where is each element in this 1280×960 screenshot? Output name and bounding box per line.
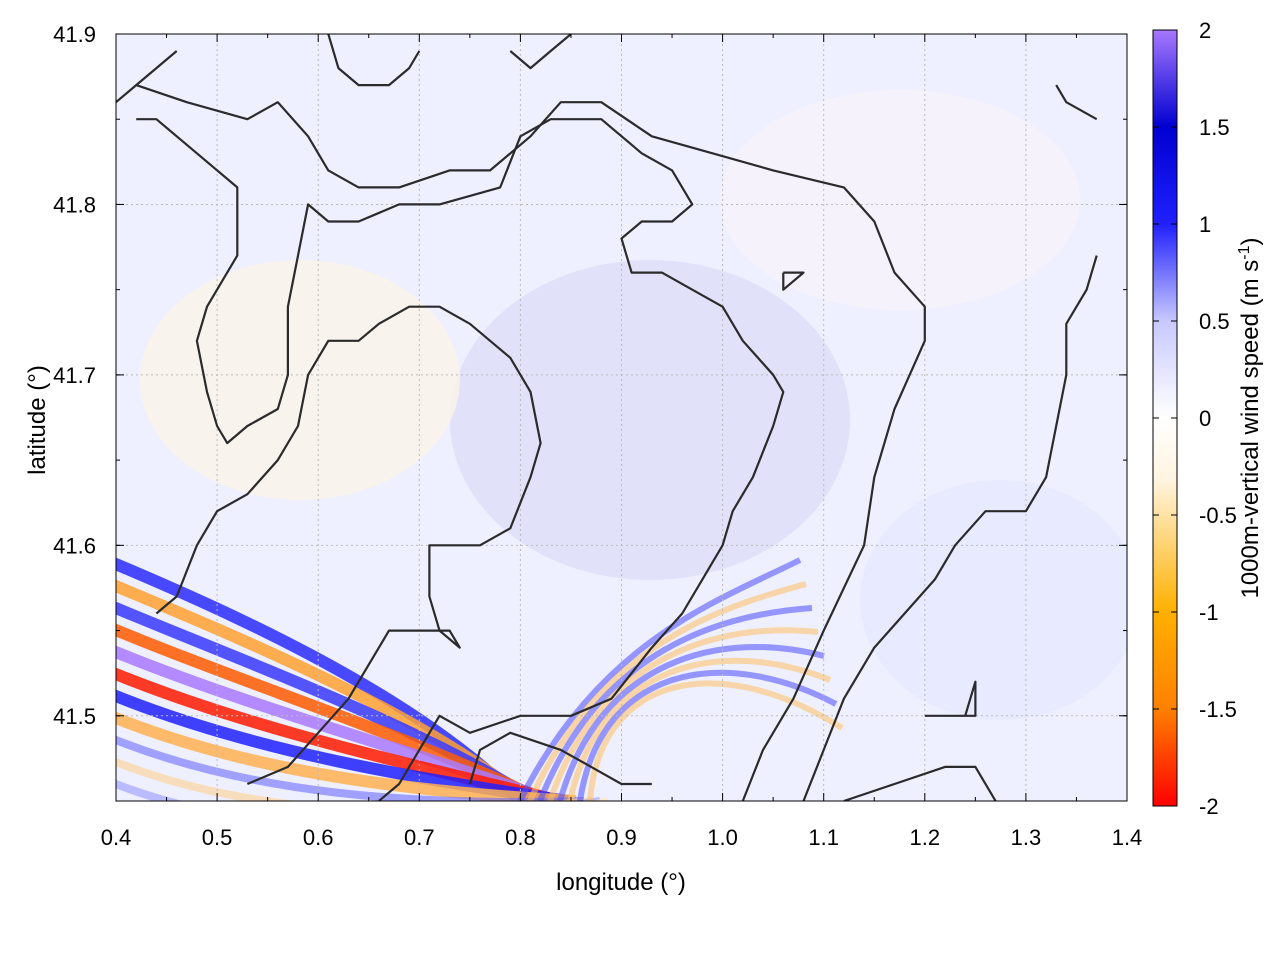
x-tick-label: 0.9 xyxy=(606,825,637,850)
wave-band xyxy=(577,669,838,801)
y-axis-title: latitude (°) xyxy=(24,365,51,475)
x-axis-ticks: 0.4 0.5 0.6 0.7 0.8 0.9 1.0 1.1 1.2 1.3 1.4 xyxy=(101,34,1143,850)
x-tick-label: 0.7 xyxy=(404,825,435,850)
x-tick-label: 0.6 xyxy=(303,825,334,850)
field-blob xyxy=(140,260,460,500)
colorbar-tick-label: -1 xyxy=(1199,600,1219,625)
wave-band xyxy=(557,644,825,801)
wave-band xyxy=(567,657,832,801)
field-blob xyxy=(720,90,1080,310)
wave-band xyxy=(587,680,844,801)
contour-line xyxy=(468,731,652,786)
x-tick-label: 1.3 xyxy=(1011,825,1042,850)
contour-line xyxy=(924,680,977,717)
field-blob xyxy=(450,260,850,580)
contour-line xyxy=(136,118,785,801)
wave-bands xyxy=(116,557,844,801)
colorbar-tick-label: -2 xyxy=(1199,794,1219,819)
wave-band xyxy=(116,711,577,801)
colorbar-tick-label: 1 xyxy=(1199,212,1211,237)
contour-line xyxy=(802,255,1098,801)
wave-band xyxy=(527,581,807,801)
y-tick-label: 41.6 xyxy=(53,533,96,558)
colorbar-tick-label: 0.5 xyxy=(1199,309,1230,334)
contour-line xyxy=(116,50,178,104)
x-tick-label: 1.1 xyxy=(808,825,839,850)
y-tick-label: 41.9 xyxy=(53,22,96,47)
x-tick-label: 1.0 xyxy=(707,825,738,850)
grid-lines xyxy=(116,34,1127,801)
contour-line xyxy=(509,34,572,70)
y-tick-label: 41.5 xyxy=(53,704,96,729)
y-tick-label: 41.7 xyxy=(53,363,96,388)
wave-band xyxy=(116,757,592,801)
contour-line xyxy=(782,271,805,291)
wave-band xyxy=(517,557,802,801)
wave-band xyxy=(116,735,584,801)
x-tick-label: 0.4 xyxy=(101,825,132,850)
colorbar-tick-label: -0.5 xyxy=(1199,503,1237,528)
x-tick-label: 1.2 xyxy=(910,825,941,850)
wave-band xyxy=(537,605,813,801)
y-axis-ticks: 41.5 41.6 41.7 41.8 41.9 xyxy=(53,22,1127,802)
colorbar-tick-label: 1.5 xyxy=(1199,115,1230,140)
colorbar-tick-label: 2 xyxy=(1199,18,1211,43)
x-tick-label: 0.5 xyxy=(202,825,233,850)
contour-line xyxy=(327,34,421,87)
colorbar-title: 1000m-vertical wind speed (m s-1) xyxy=(1236,237,1264,598)
colorbar-tick-label: 0 xyxy=(1199,406,1211,431)
x-axis-title: longitude (°) xyxy=(556,869,686,896)
x-tick-label: 0.8 xyxy=(505,825,536,850)
x-tick-label: 1.4 xyxy=(1112,825,1143,850)
wave-band xyxy=(547,627,819,801)
y-tick-label: 41.8 xyxy=(53,192,96,217)
contour-lines xyxy=(116,34,1098,801)
contour-line xyxy=(843,765,997,801)
contour-line xyxy=(1055,84,1098,121)
colorbar-ticks: 2 1.5 1 0.5 0 -0.5 -1 -1.5 -2 xyxy=(1153,18,1237,819)
field-blob xyxy=(860,480,1127,720)
heatmap-field xyxy=(140,90,1127,720)
colorbar-tick-label: -1.5 xyxy=(1199,697,1237,722)
contour-line xyxy=(155,305,542,786)
contour-line xyxy=(135,84,926,801)
